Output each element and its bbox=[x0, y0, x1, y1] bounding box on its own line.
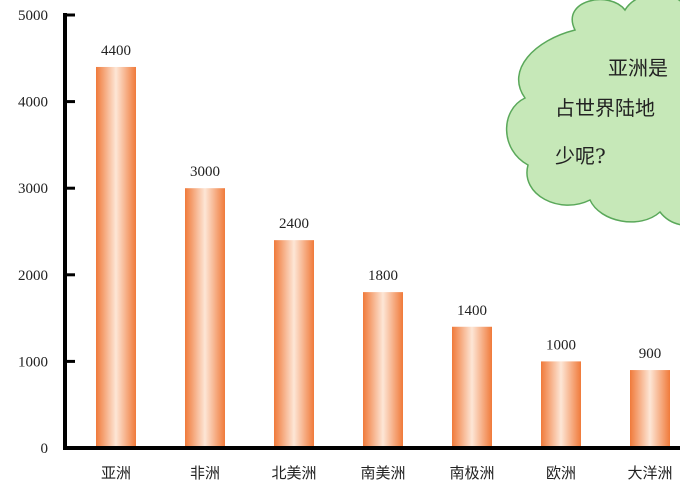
y-tick-label: 4000 bbox=[18, 95, 48, 111]
bars bbox=[96, 66, 670, 449]
callout-cloud-shape bbox=[505, 0, 680, 226]
category-label: 大洋洲 bbox=[627, 464, 672, 481]
bar-2 bbox=[185, 188, 225, 448]
bar-5 bbox=[452, 326, 492, 448]
y-tick-label: 1000 bbox=[18, 354, 48, 370]
category-label: 南极洲 bbox=[449, 464, 494, 481]
data-label: 1800 bbox=[368, 268, 398, 284]
bar-7 bbox=[630, 370, 670, 448]
bar-6 bbox=[541, 361, 581, 448]
category-label: 南美洲 bbox=[360, 464, 405, 481]
y-tick-label: 3000 bbox=[18, 181, 48, 197]
callout-bubble: 亚洲是 占世界陆地 少呢? bbox=[505, 0, 680, 226]
callout-line-2: 占世界陆地 bbox=[555, 96, 655, 120]
category-label: 亚洲 bbox=[101, 464, 131, 481]
data-label: 1400 bbox=[457, 303, 487, 319]
callout-line-3: 少呢? bbox=[555, 144, 606, 168]
category-label: 非洲 bbox=[190, 464, 220, 481]
data-label: 900 bbox=[639, 346, 662, 362]
callout-line-1: 亚洲是 bbox=[608, 56, 668, 80]
data-label: 4400 bbox=[101, 43, 131, 59]
y-tick-label: 0 bbox=[41, 441, 49, 457]
y-tick-label: 5000 bbox=[18, 8, 48, 24]
bar-4 bbox=[363, 292, 403, 448]
category-labels: 亚洲 非洲 北美洲 南美洲 南极洲 欧洲 大洋洲 bbox=[101, 464, 673, 481]
category-label: 北美洲 bbox=[271, 464, 316, 481]
bar-3 bbox=[274, 240, 314, 448]
y-axis-ticks: 0 1000 2000 3000 4000 5000 bbox=[18, 8, 75, 457]
y-tick-label: 2000 bbox=[18, 268, 48, 284]
data-labels: 4400 3000 2400 1800 1400 1000 900 bbox=[101, 43, 661, 362]
bar-1 bbox=[96, 66, 136, 449]
data-label: 2400 bbox=[279, 216, 309, 232]
data-label: 1000 bbox=[546, 337, 576, 353]
category-label: 欧洲 bbox=[546, 464, 576, 481]
data-label: 3000 bbox=[190, 164, 220, 180]
